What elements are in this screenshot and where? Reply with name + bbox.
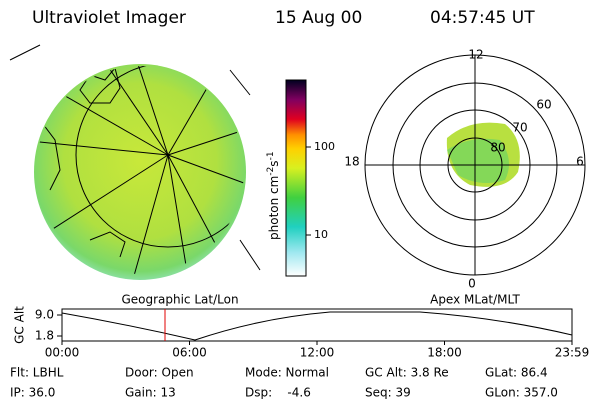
footer-field: Gain: 13 <box>125 386 176 400</box>
title: Ultraviolet Imager <box>32 8 186 28</box>
mlt-label: 0 <box>468 277 476 291</box>
panel-label: Geographic Lat/Lon <box>121 293 238 307</box>
footer-field: Seq: 39 <box>365 386 411 400</box>
time-label: 18:00 <box>427 346 462 360</box>
time-label: 00:00 <box>45 346 80 360</box>
mlt-label: 6 <box>576 155 584 169</box>
colorbar-tick-label: 10 <box>314 228 328 241</box>
footer-field: GLat: 86.4 <box>485 366 548 380</box>
footer-field: Door: Open <box>125 366 194 380</box>
footer-field: Dsp: -4.6 <box>245 386 311 400</box>
lat-label: 70 <box>512 121 527 135</box>
footer-field: Mode: Normal <box>245 366 329 380</box>
footer-field: IP: 36.0 <box>10 386 55 400</box>
lat-label: 60 <box>536 98 551 112</box>
time-label: 12:00 <box>300 346 335 360</box>
footer-field: Flt: LBHL <box>10 366 64 380</box>
time: 04:57:45 UT <box>430 8 535 28</box>
lat-label: 80 <box>490 141 505 155</box>
date: 15 Aug 00 <box>275 8 362 28</box>
altitude-axis-label: GC Alt <box>13 306 27 344</box>
panel-label: Apex MLat/MLT <box>430 293 520 307</box>
altitude-tick: 9.0 <box>35 308 54 322</box>
colorbar-unit: photon cm-2s-1 <box>266 151 281 240</box>
altitude-tick: 1.8 <box>35 329 54 343</box>
time-label: 06:00 <box>172 346 207 360</box>
time-label: 23:59 <box>555 346 590 360</box>
footer-field: GC Alt: 3.8 Re <box>365 366 449 380</box>
polar-plot <box>364 54 586 276</box>
uv-image <box>9 44 261 280</box>
mlt-label: 12 <box>468 48 483 62</box>
altitude-panel <box>57 308 573 342</box>
colorbar-tick-label: 100 <box>314 140 335 153</box>
footer-field: GLon: 357.0 <box>485 386 558 400</box>
mlt-label: 18 <box>344 155 359 169</box>
colorbar <box>285 79 307 277</box>
